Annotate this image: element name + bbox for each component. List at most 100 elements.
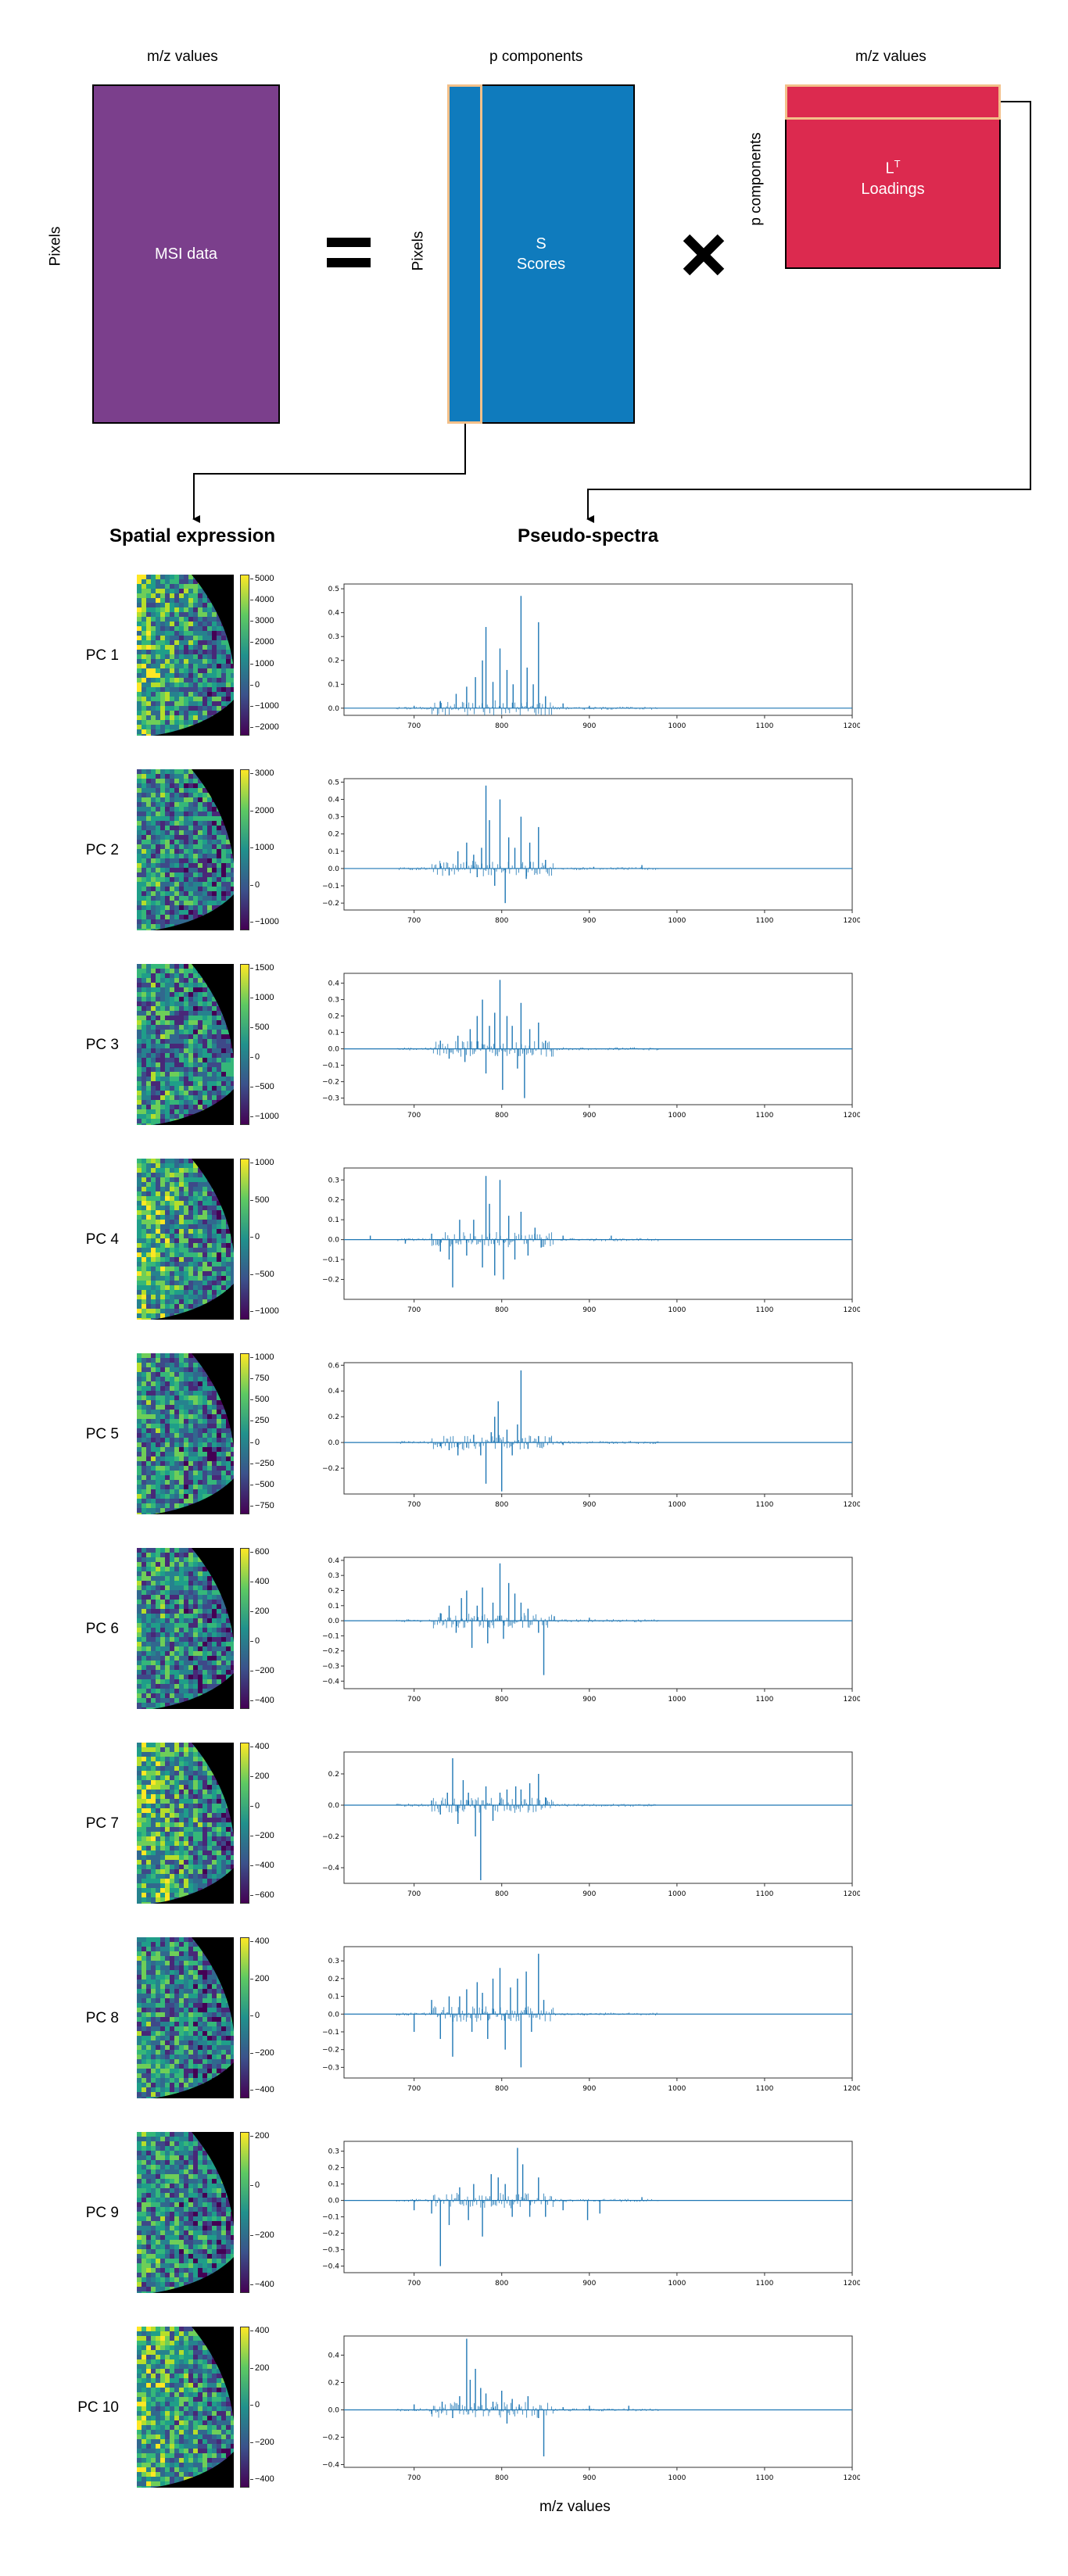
loadings-symbol: LT bbox=[885, 158, 901, 177]
colorbar-tick-label: 1500 bbox=[249, 963, 274, 973]
x-tick-label: 900 bbox=[582, 1890, 596, 1898]
plot-frame bbox=[343, 2141, 853, 2273]
colorbar-tick-label: 0 bbox=[249, 1437, 260, 1447]
loadings-row-highlight bbox=[785, 84, 1001, 120]
colorbar-tick-label: −1000 bbox=[250, 1112, 279, 1121]
y-tick-label: 0.0 bbox=[328, 1237, 340, 1245]
y-tick-label: −0.1 bbox=[322, 2214, 339, 2222]
colorbar-tick-label: 400 bbox=[249, 1936, 270, 1946]
colorbar-tick-label: 0 bbox=[249, 2400, 260, 2409]
y-tick-label: −0.4 bbox=[322, 2263, 339, 2271]
plot-frame bbox=[343, 1946, 853, 2079]
colorbar-tick-label: −750 bbox=[250, 1501, 274, 1510]
x-tick-label: 800 bbox=[495, 917, 508, 925]
y-tick-label: 0.3 bbox=[328, 997, 339, 1005]
colorbar-tick-label: 0 bbox=[249, 2011, 260, 2020]
x-tick-label: 700 bbox=[407, 2474, 421, 2482]
y-tick-label: 0.0 bbox=[328, 2011, 340, 2019]
x-tick-label: 700 bbox=[407, 2085, 421, 2093]
x-tick-label: 1200 bbox=[844, 1890, 860, 1898]
y-tick-label: 0.3 bbox=[328, 633, 339, 641]
colorbar bbox=[240, 1743, 249, 1904]
y-tick-label: 0.0 bbox=[328, 2407, 340, 2415]
x-tick-label: 700 bbox=[407, 1890, 421, 1898]
pc-label: PC 10 bbox=[77, 2399, 119, 2416]
colorbar-tick-label: −600 bbox=[250, 1890, 274, 1900]
x-tick-label: 1200 bbox=[844, 1112, 860, 1120]
colorbar-tick-label: 0 bbox=[249, 1636, 260, 1646]
colorbar-tick-label: −400 bbox=[250, 1861, 274, 1870]
plot-frame bbox=[343, 2335, 853, 2468]
colorbar bbox=[240, 2132, 249, 2293]
spectrum-series bbox=[344, 1370, 852, 1492]
pc-label: PC 2 bbox=[85, 842, 119, 858]
x-tick-label: 900 bbox=[582, 2085, 596, 2093]
colorbar-tick-label: 4000 bbox=[249, 595, 274, 605]
pseudo-spectrum-chart: 0.4 0.2 0.0 −0.2 −0.4 700 800 900 1000 1100 1200 bbox=[322, 2335, 860, 2482]
y-tick-label: 0.1 bbox=[328, 2181, 339, 2189]
colorbar-tick-label: −500 bbox=[250, 1269, 274, 1279]
x-tick-label: 700 bbox=[407, 1112, 421, 1120]
colorbar-tick-label: −250 bbox=[250, 1458, 274, 1468]
x-tick-label: 700 bbox=[407, 722, 421, 730]
x-tick-label: 1000 bbox=[668, 722, 686, 730]
y-tick-label: −0.2 bbox=[322, 1079, 339, 1087]
times-symbol bbox=[682, 233, 726, 277]
y-tick-label: 0.0 bbox=[328, 1618, 340, 1625]
pseudo-spectrum-chart: 0.4 0.3 0.2 0.1 0.0 −0.1 −0.2 −0.3 700 800 900 1000… bbox=[322, 973, 860, 1120]
x-tick-label: 900 bbox=[582, 1306, 596, 1314]
x-tick-label: 1200 bbox=[844, 1306, 860, 1314]
colorbar-tick-label: 0 bbox=[249, 1801, 260, 1811]
colorbar-tick-label: 5000 bbox=[249, 574, 274, 583]
colorbar-tick-label: 1000 bbox=[249, 1352, 274, 1362]
pseudo-spectra-header: Pseudo-spectra bbox=[518, 525, 659, 546]
arrow-to-spectra bbox=[586, 101, 1031, 523]
colorbar bbox=[240, 2327, 249, 2488]
x-tick-label: 700 bbox=[407, 1696, 421, 1704]
x-tick-label: 800 bbox=[495, 1501, 508, 1509]
x-tick-label: 900 bbox=[582, 1112, 596, 1120]
x-tick-label: 1000 bbox=[668, 1890, 686, 1898]
y-tick-label: −0.4 bbox=[322, 2462, 339, 2470]
y-tick-label: 0.6 bbox=[328, 1362, 340, 1370]
x-tick-label: 1100 bbox=[755, 1112, 773, 1120]
colorbar-tick-label: −200 bbox=[250, 1666, 274, 1675]
scores-matrix: S Scores bbox=[447, 84, 635, 424]
colorbar-tick-label: 0 bbox=[249, 880, 260, 890]
y-tick-label: 0.4 bbox=[328, 797, 340, 804]
x-tick-label: 1100 bbox=[755, 2474, 773, 2482]
y-tick-label: −0.1 bbox=[322, 883, 339, 890]
colorbar-tick-label: 3000 bbox=[249, 769, 274, 778]
y-tick-label: 0.4 bbox=[328, 980, 340, 988]
x-tick-label: 1000 bbox=[668, 1501, 686, 1509]
y-tick-label: 0.1 bbox=[328, 848, 339, 856]
colorbar-tick-label: −1000 bbox=[250, 700, 279, 711]
pc-label: PC 7 bbox=[85, 1815, 119, 1832]
y-tick-label: −0.3 bbox=[322, 2247, 339, 2255]
x-tick-label: 1200 bbox=[844, 1696, 860, 1704]
y-tick-label: 0.2 bbox=[328, 2165, 339, 2173]
x-tick-label: 700 bbox=[407, 1501, 421, 1509]
x-tick-label: 1100 bbox=[755, 1306, 773, 1314]
x-tick-label: 800 bbox=[495, 1696, 508, 1704]
spatial-heatmap bbox=[137, 964, 234, 1125]
y-tick-label: 0.4 bbox=[328, 1557, 340, 1565]
colorbar bbox=[240, 1159, 249, 1320]
colorbar bbox=[240, 964, 249, 1125]
x-tick-label: 1100 bbox=[755, 2280, 773, 2288]
colorbar-tick-label: −2000 bbox=[250, 722, 279, 732]
colorbar-tick-label: 600 bbox=[249, 1547, 270, 1557]
colorbar-tick-label: 0 bbox=[249, 1052, 260, 1062]
colorbar-tick-label: 0 bbox=[249, 2180, 260, 2191]
y-tick-label: 0.2 bbox=[328, 1587, 339, 1595]
colorbar-tick-label: 200 bbox=[249, 1973, 270, 1983]
y-tick-label: −0.4 bbox=[322, 1865, 339, 1872]
y-tick-label: 0.1 bbox=[328, 1994, 339, 2001]
scores-symbol: S bbox=[536, 235, 547, 253]
colorbar-tick-label: 500 bbox=[249, 1395, 270, 1405]
msi-data-matrix: MSI data bbox=[92, 84, 280, 424]
pseudo-spectrum-chart: 0.3 0.2 0.1 0.0 −0.1 −0.2 −0.3 700 800 900 1000 110… bbox=[322, 1946, 860, 2093]
y-tick-label: 0.3 bbox=[328, 814, 339, 822]
x-tick-label: 800 bbox=[495, 2474, 508, 2482]
x-axis-label: m/z values bbox=[539, 2499, 611, 2515]
